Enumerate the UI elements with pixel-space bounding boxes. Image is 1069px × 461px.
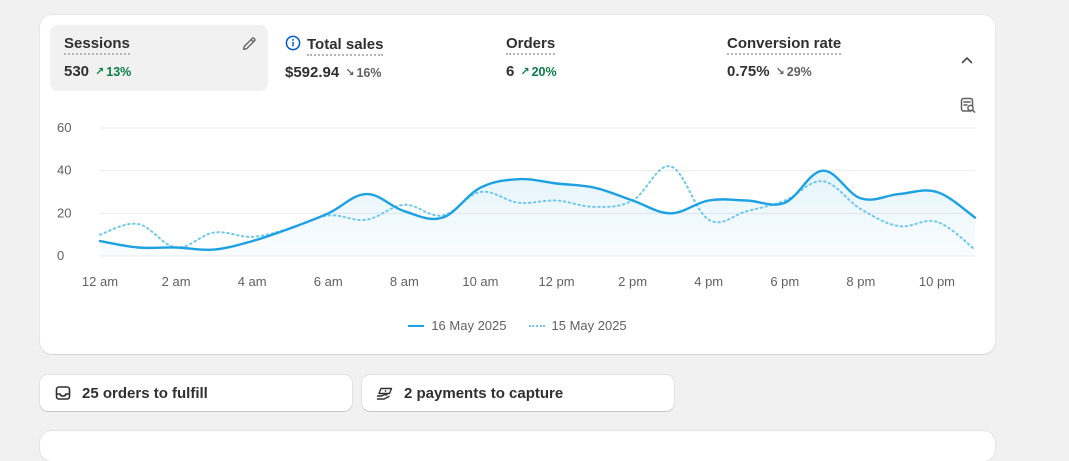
metric-sessions-delta-value: 13%	[106, 64, 132, 79]
metric-sessions[interactable]: Sessions 530 ↗ 13%	[50, 25, 268, 91]
legend-item-16-may[interactable]: 16 May 2025	[408, 318, 507, 333]
x-tick-label: 8 pm	[846, 274, 875, 289]
pencil-icon[interactable]	[240, 35, 258, 53]
analytics-card: Sessions 530 ↗ 13% Total sales $592.94 ↘…	[40, 15, 995, 354]
y-tick-label: 40	[57, 163, 71, 178]
metric-conversion-rate-delta-value: 29%	[786, 64, 812, 79]
chevron-up-icon[interactable]	[958, 51, 976, 69]
chart-y-ticks: 60 40 20 0	[57, 120, 71, 263]
metric-sessions-value: 530	[64, 63, 90, 80]
chart-areas	[100, 170, 975, 256]
payments-to-capture-label: 2 payments to capture	[404, 384, 564, 402]
report-search-icon[interactable]	[959, 96, 977, 114]
orders-to-fulfill-button[interactable]: 25 orders to fulfill	[40, 375, 352, 411]
arrow-up-right-icon: ↗	[520, 66, 530, 78]
x-tick-label: 6 am	[314, 274, 343, 289]
series-line-16-may[interactable]	[98, 169, 977, 252]
metric-total-sales-title[interactable]: Total sales	[307, 36, 384, 56]
x-tick-label: 6 pm	[770, 274, 799, 289]
next-card	[40, 431, 995, 461]
legend-dotted-swatch	[528, 324, 545, 327]
metric-conversion-rate[interactable]: Conversion rate 0.75% ↘ 29%	[713, 25, 933, 91]
legend-item-15-may[interactable]: 15 May 2025	[528, 318, 627, 333]
x-tick-label: 2 am	[162, 274, 191, 289]
legend-solid-swatch	[408, 324, 425, 327]
x-tick-label: 4 pm	[694, 274, 723, 289]
x-tick-label: 4 am	[238, 274, 267, 289]
arrow-up-right-icon: ↗	[95, 66, 105, 78]
arrow-down-right-icon: ↘	[345, 67, 355, 79]
cash-hand-icon	[376, 387, 393, 400]
metric-total-sales[interactable]: Total sales $592.94 ↘ 16%	[271, 25, 486, 91]
metric-total-sales-delta-value: 16%	[356, 65, 382, 80]
metric-orders-title[interactable]: Orders	[506, 35, 556, 55]
info-icon[interactable]	[285, 35, 301, 51]
metric-orders-delta-value: 20%	[531, 64, 557, 79]
series-line-15-may[interactable]	[99, 165, 976, 251]
metric-conversion-rate-value: 0.75%	[727, 63, 770, 80]
metric-total-sales-value: $592.94	[285, 64, 340, 81]
series-area-16-may	[100, 170, 975, 256]
metric-orders[interactable]: Orders 6 ↗ 20%	[492, 25, 707, 91]
x-tick-label: 10 pm	[919, 274, 955, 289]
x-tick-label: 10 am	[462, 274, 498, 289]
orders-to-fulfill-label: 25 orders to fulfill	[82, 384, 208, 402]
y-tick-label: 0	[57, 248, 64, 263]
inbox-icon	[55, 386, 71, 400]
x-tick-label: 12 pm	[538, 274, 574, 289]
payments-to-capture-button[interactable]: 2 payments to capture	[362, 375, 674, 411]
metric-orders-value: 6	[506, 63, 515, 80]
legend-label-15-may: 15 May 2025	[551, 318, 627, 333]
x-tick-label: 12 am	[82, 274, 118, 289]
metric-total-sales-delta: ↘ 16%	[345, 66, 381, 80]
arrow-down-right-icon: ↘	[775, 66, 785, 78]
metric-conversion-rate-title[interactable]: Conversion rate	[727, 35, 842, 55]
metric-sessions-title[interactable]: Sessions	[64, 35, 130, 55]
legend-label-16-may: 16 May 2025	[431, 318, 507, 333]
chart-x-ticks: 12 am 2 am 4 am 6 am 8 am 10 am 12 pm 2 pm 4 pm 6…	[82, 274, 955, 289]
y-tick-label: 60	[57, 120, 71, 135]
metric-conversion-rate-delta: ↘ 29%	[776, 65, 812, 79]
chart-lines	[98, 165, 977, 252]
metric-orders-delta: ↗ 20%	[520, 65, 556, 79]
x-tick-label: 8 am	[390, 274, 419, 289]
sessions-chart: 60 40 20 0 12 am 2 am 4 am 6 am 8 am 10 am 12 pm 2…	[57, 120, 977, 289]
chart-legend: 16 May 2025 15 May 2025	[40, 318, 995, 333]
x-tick-label: 2 pm	[618, 274, 647, 289]
metric-sessions-delta: ↗ 13%	[95, 65, 131, 79]
y-tick-label: 20	[57, 205, 71, 220]
